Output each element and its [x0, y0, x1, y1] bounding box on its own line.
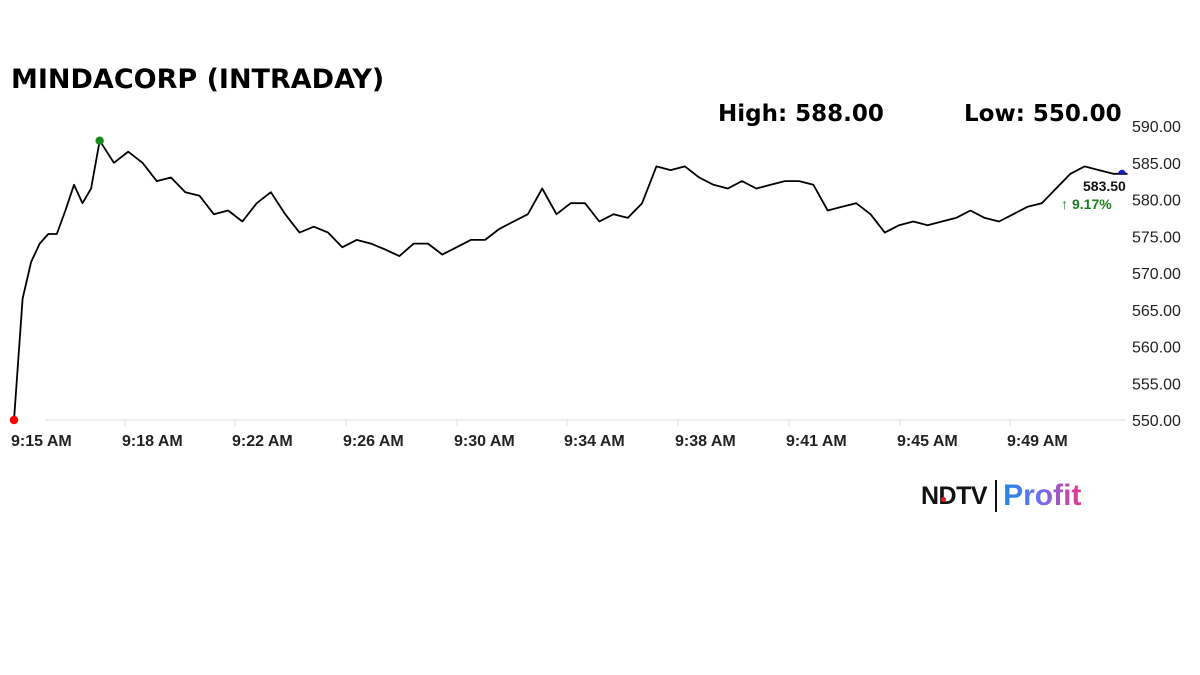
up-arrow-icon: ↑ — [1061, 196, 1068, 212]
x-tick-label: 9:38 AM — [675, 433, 736, 450]
y-tick-label: 570.00 — [1132, 266, 1181, 283]
x-tick-label: 9:15 AM — [11, 433, 72, 450]
high-marker — [95, 136, 104, 145]
day-high-label: High: 588.00 — [718, 101, 884, 127]
logo-divider — [995, 480, 998, 512]
x-tick-label: 9:34 AM — [564, 433, 625, 450]
logo-ndtv-text: NDTV — [921, 481, 988, 510]
x-tick-label: 9:18 AM — [122, 433, 183, 450]
x-tick-label: 9:26 AM — [343, 433, 404, 450]
ndtv-profit-logo: NDTV Profit — [921, 478, 1081, 514]
x-tick-label: 9:41 AM — [786, 433, 847, 450]
low-marker — [9, 415, 19, 425]
y-tick-label: 580.00 — [1132, 193, 1181, 210]
logo-red-dot-icon — [941, 496, 946, 502]
y-tick-label: 550.00 — [1132, 413, 1181, 430]
price-change-percent: ↑ 9.17% — [1061, 196, 1112, 212]
y-tick-label: 590.00 — [1132, 119, 1181, 136]
x-axis: 9:15 AM 9:18 AM 9:22 AM 9:26 AM 9:30 AM 9:34 … — [11, 420, 1068, 450]
last-price-value: 583.50 — [1083, 178, 1126, 194]
y-tick-label: 575.00 — [1132, 229, 1181, 246]
x-tick-label: 9:22 AM — [232, 433, 293, 450]
logo-profit-text: Profit — [1003, 479, 1082, 512]
x-tick-label: 9:45 AM — [897, 433, 958, 450]
y-tick-label: 560.00 — [1132, 340, 1181, 357]
x-tick-label: 9:49 AM — [1007, 433, 1068, 450]
day-low-label: Low: 550.00 — [964, 101, 1122, 127]
y-tick-label: 565.00 — [1132, 303, 1181, 320]
y-tick-label: 555.00 — [1132, 376, 1181, 393]
y-axis: 590.00 585.00 580.00 575.00 570.00 565.00 560.… — [1132, 119, 1181, 430]
x-tick-label: 9:30 AM — [454, 433, 515, 450]
last-price-marker — [1118, 169, 1126, 174]
chart-title: MINDACORP (INTRADAY) — [11, 64, 385, 95]
y-tick-label: 585.00 — [1132, 156, 1181, 173]
price-line — [13, 139, 1128, 421]
